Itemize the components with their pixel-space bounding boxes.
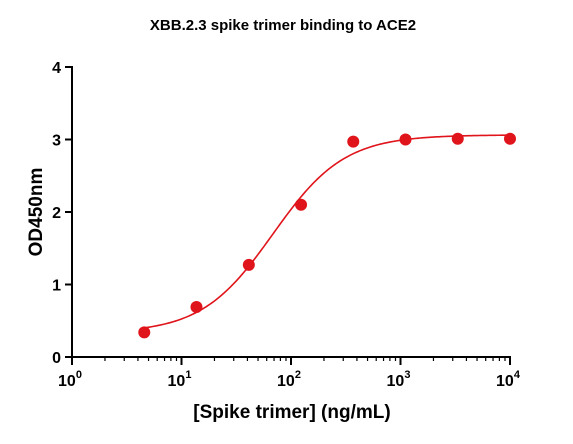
- y-tick-label: 3: [52, 133, 61, 150]
- x-tick-label: 102: [277, 369, 301, 390]
- y-axis-label: OD450nm: [26, 168, 47, 257]
- fit-curve: [144, 134, 511, 329]
- y-tick-label: 1: [52, 278, 61, 295]
- data-points-layer: [138, 132, 516, 339]
- chart-title: XBB.2.3 spike trimer binding to ACE2: [150, 17, 416, 34]
- y-tick-label: 4: [52, 60, 61, 77]
- data-point: [295, 198, 308, 211]
- x-tick-label: 100: [58, 369, 82, 390]
- x-axis-label: [Spike trimer] (ng/mL): [193, 402, 390, 423]
- axes: 0 1 2 3 4 100 101 102 103 104: [52, 60, 521, 390]
- data-point: [504, 132, 516, 145]
- data-point: [242, 258, 255, 271]
- y-tick-label: 2: [52, 205, 61, 222]
- x-tick-label: 101: [168, 369, 192, 390]
- fit-curve-layer: [144, 134, 511, 329]
- data-point: [138, 326, 151, 339]
- y-tick-label: 0: [52, 350, 61, 367]
- data-point: [399, 133, 412, 146]
- data-point: [347, 135, 360, 148]
- x-tick-label: 103: [387, 369, 411, 390]
- data-point: [190, 300, 203, 313]
- data-point: [451, 132, 464, 145]
- x-tick-label: 104: [496, 369, 521, 390]
